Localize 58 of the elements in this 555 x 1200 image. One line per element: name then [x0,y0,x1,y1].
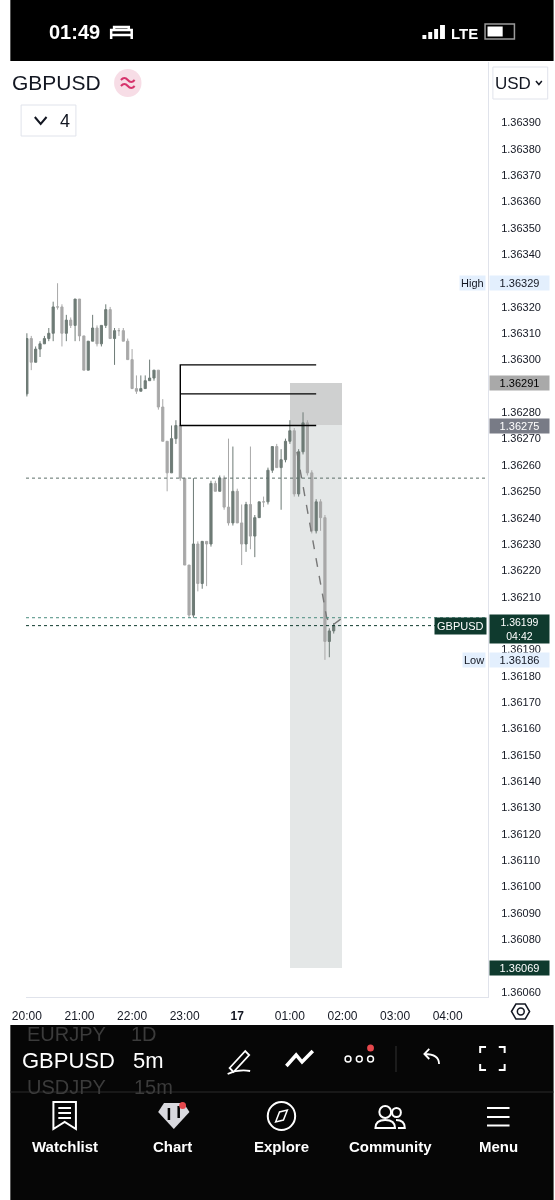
y-tick-label: 1.36300 [501,353,541,366]
y-tick-label: 1.36260 [501,458,541,471]
text: 1.36069 [499,962,540,974]
y-tick-label: 1.36220 [501,564,541,577]
text: Menu [479,1138,519,1155]
y-tick-label: 1.36350 [501,221,541,234]
y-tick-label: 1.36360 [501,195,541,208]
y-tick-label: 1.36060 [501,985,541,998]
y-tick-label: 1.36280 [501,406,541,419]
text: Watchlist [32,1138,99,1155]
y-tick-label: 1.36120 [501,827,541,840]
y-tick-label: 1.36130 [501,801,541,814]
annotation: High [461,277,484,289]
x-tick-label: 23:00 [169,1009,201,1024]
text: 1.36329 [499,277,540,289]
text: 1.36291 [499,377,540,389]
x-tick-label: 01:00 [274,1009,306,1024]
y-tick-label: 1.36310 [501,327,541,340]
y-tick-label: 1.36210 [501,590,541,603]
y-tick-label: 1.36090 [501,906,541,919]
y-tick-label: 1.36080 [501,932,541,945]
text: 1.36275 [499,420,540,432]
text: GBPUSD [22,1048,115,1073]
y-tick-label: 1.36320 [501,300,541,313]
y-tick-label: 1.36180 [501,669,541,682]
x-tick-label: 17 [230,1009,245,1024]
text: 1.36186 [499,654,540,666]
text: 5m [133,1048,164,1073]
text: Chart [153,1138,193,1155]
y-tick-label: 1.36150 [501,748,541,761]
ref-line-label: GBPUSD [437,620,484,632]
x-tick-label: 20:00 [11,1009,43,1024]
x-tick-label: 03:00 [380,1009,411,1024]
y-tick-label: 1.36110 [501,853,541,866]
y-tick-label: 1.36230 [501,537,541,550]
x-tick-label: 21:00 [64,1009,95,1024]
text: 01:49 [49,21,101,43]
y-tick-label: 1.36160 [501,722,541,735]
y-tick-label: 1.36190 [501,643,541,656]
chart-title: GBPUSD [12,71,101,95]
text: Explore [254,1138,310,1155]
text: 1.36199 04:42 [500,616,539,642]
y-tick-label: 1.36240 [501,511,541,524]
text: LTE [451,25,479,42]
y-tick-label: 1.36370 [501,169,541,182]
x-tick-label: 02:00 [327,1009,358,1024]
y-tick-label: 1.36390 [501,116,541,129]
x-tick-label: 04:00 [432,1009,464,1024]
y-tick-label: 1.36270 [501,432,541,445]
y-tick-label: 1.36140 [501,774,541,787]
y-tick-label: 1.36340 [501,248,541,261]
text: Community [349,1138,433,1155]
y-tick-label: 1.36250 [501,485,541,498]
annotation: Low [464,654,485,666]
y-tick-label: 1.36100 [501,880,541,893]
x-tick-label: 22:00 [117,1009,148,1024]
y-tick-label: 1.36170 [501,695,541,708]
y-tick-label: 1.36380 [501,142,541,155]
